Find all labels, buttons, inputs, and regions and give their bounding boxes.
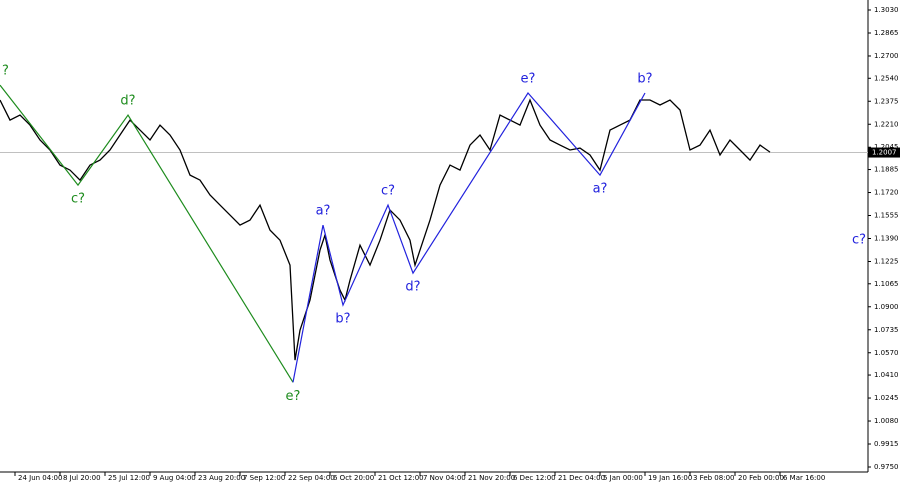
x-tick-label: 23 Aug 20:00 (198, 474, 245, 482)
wave-label: a? (316, 204, 331, 219)
y-tick-label: 1.0735 (874, 326, 899, 334)
x-tick-label: 22 Sep 04:00 (288, 474, 335, 482)
x-tick-label: 5 Jan 00:00 (603, 474, 643, 482)
y-tick-label: 0.9750 (874, 463, 899, 471)
y-tick-label: 1.3030 (874, 6, 899, 14)
wave-line (0, 84, 294, 383)
current-price-label: 1.2007 (872, 149, 897, 157)
wave-label: a? (593, 182, 608, 197)
wave-label: ? (2, 64, 9, 79)
wave-label: c? (71, 192, 85, 207)
wave-label: b? (335, 312, 350, 327)
wave-label: d? (405, 280, 420, 295)
y-tick-label: 1.2210 (874, 120, 899, 128)
y-tick-label: 1.0410 (874, 371, 899, 379)
y-tick-label: 1.0245 (874, 394, 899, 402)
wave-label: c? (852, 233, 866, 248)
x-tick-label: 9 Aug 04:00 (153, 474, 196, 482)
y-tick-label: 1.1885 (874, 166, 899, 174)
x-tick-label: 25 Jul 12:00 (108, 474, 150, 482)
x-tick-label: 21 Nov 20:00 (468, 474, 515, 482)
y-tick-label: 1.1065 (874, 280, 899, 288)
x-tick-label: 6 Oct 20:00 (333, 474, 374, 482)
current-price-box (868, 147, 900, 158)
y-tick-label: 1.2700 (874, 52, 899, 60)
x-tick-label: 24 Jun 04:00 (18, 474, 62, 482)
y-tick-label: 1.0900 (874, 303, 899, 311)
x-tick-label: 21 Dec 04:00 (558, 474, 605, 482)
x-tick-label: 20 Feb 00:00 (738, 474, 784, 482)
wave-label: e? (521, 72, 536, 87)
y-tick-label: 1.2865 (874, 29, 899, 37)
y-tick-label: 1.1390 (874, 235, 899, 243)
y-tick-label: 1.0080 (874, 417, 899, 425)
y-tick-label: 0.9915 (874, 440, 899, 448)
x-tick-label: 6 Mar 16:00 (783, 474, 825, 482)
y-tick-label: 1.2375 (874, 97, 899, 105)
wave-line (292, 92, 646, 383)
x-tick-label: 21 Oct 12:00 (378, 474, 424, 482)
x-tick-label: 7 Sep 12:00 (243, 474, 285, 482)
wave-label: e? (286, 389, 301, 404)
y-tick-label: 1.2540 (874, 74, 899, 82)
x-tick-label: 3 Feb 08:00 (693, 474, 734, 482)
y-tick-label: 1.1720 (874, 189, 899, 197)
x-tick-label: 19 Jan 16:00 (648, 474, 692, 482)
x-tick-label: 7 Nov 04:00 (423, 474, 466, 482)
x-tick-label: 8 Jul 20:00 (63, 474, 101, 482)
wave-label: c? (381, 184, 395, 199)
y-tick-label: 1.1225 (874, 257, 899, 265)
wave-label: b? (637, 72, 652, 87)
y-tick-label: 1.1555 (874, 212, 899, 220)
wave-label: d? (120, 94, 135, 109)
x-tick-label: 6 Dec 12:00 (513, 474, 556, 482)
y-tick-label: 1.0570 (874, 349, 899, 357)
y-tick-label: 1.2045 (874, 143, 899, 151)
